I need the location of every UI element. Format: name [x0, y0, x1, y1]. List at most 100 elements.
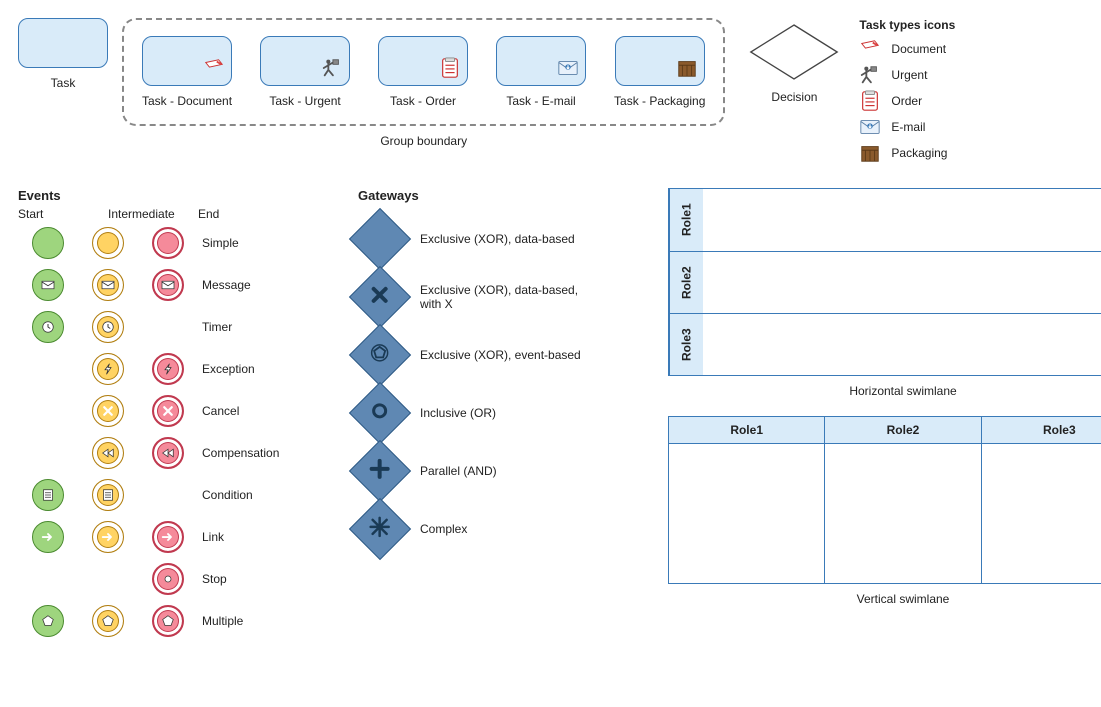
event-inter [78, 269, 138, 301]
task-label: Task - E-mail [506, 94, 575, 108]
legend-label: Document [891, 42, 946, 56]
hswim-row: Role3 [669, 313, 1101, 375]
event-inter [78, 395, 138, 427]
task-types-legend: Task types icons Document Urgent Order E-ma… [859, 18, 955, 168]
event-inter [78, 437, 138, 469]
hswim-lane [703, 314, 1101, 375]
task-shape [378, 36, 468, 86]
task-label: Task - Packaging [614, 94, 705, 108]
events-title: Events [18, 188, 318, 203]
vswim-role: Role1 [669, 417, 825, 443]
gateway-label: Parallel (AND) [420, 464, 497, 478]
vswim-lane [982, 444, 1101, 583]
task-label: Task - Document [142, 94, 232, 108]
swimlanes-section: Role1Role2Role3 Horizontal swimlane Role… [668, 188, 1101, 606]
event-inter [78, 521, 138, 553]
document-icon [203, 57, 225, 79]
gateway-row: Exclusive (XOR), event-based [358, 333, 648, 377]
hswim-role: Role3 [669, 314, 703, 375]
event-row-label: Simple [198, 236, 318, 250]
task-shape [18, 18, 108, 68]
event-start [18, 227, 78, 259]
event-row-label: Message [198, 278, 318, 292]
event-row-label: Multiple [198, 614, 318, 628]
event-start [18, 311, 78, 343]
event-end [138, 269, 198, 301]
gateway-row: Exclusive (XOR), data-based, with X [358, 275, 648, 319]
gateway-label: Exclusive (XOR), data-based [420, 232, 575, 246]
gateway-row: Inclusive (OR) [358, 391, 648, 435]
email-icon [557, 57, 579, 79]
vswim-lane [669, 444, 825, 583]
order-icon [439, 57, 461, 79]
gateway-label: Complex [420, 522, 467, 536]
gateways-title: Gateways [358, 188, 648, 203]
events-col-start: Start [18, 207, 78, 221]
event-inter [78, 227, 138, 259]
task-label: Task [51, 76, 76, 90]
task-shape [260, 36, 350, 86]
event-inter [78, 353, 138, 385]
task-urgent: Task - Urgent [260, 36, 350, 108]
gateway-diamond [349, 208, 411, 270]
gateway-diamond [349, 440, 411, 502]
event-inter [78, 605, 138, 637]
vertical-swimlane: Role1Role2Role3 [668, 416, 1101, 584]
event-row-label: Exception [198, 362, 318, 376]
gateway-diamond [349, 324, 411, 386]
gateway-diamond [349, 498, 411, 560]
vertical-swimlane-caption: Vertical swimlane [668, 592, 1101, 606]
event-start [18, 269, 78, 301]
vswim-lane [825, 444, 981, 583]
hswim-row: Role2 [669, 251, 1101, 313]
event-row-label: Compensation [198, 446, 318, 460]
task-email: Task - E-mail [496, 36, 586, 108]
gateway-row: Parallel (AND) [358, 449, 648, 493]
event-end [138, 353, 198, 385]
task-shape [496, 36, 586, 86]
event-row-label: Cancel [198, 404, 318, 418]
legend-row-packaging: Packaging [859, 142, 955, 164]
gateway-label: Exclusive (XOR), data-based, with X [420, 283, 600, 311]
events-columns: Start Intermediate End [18, 207, 318, 221]
lower-region: Events Start Intermediate End Simple Mess… [18, 188, 1083, 637]
legend-title: Task types icons [859, 18, 955, 32]
document-icon [859, 38, 881, 60]
hswim-role: Role2 [669, 252, 703, 313]
events-col-end: End [198, 207, 258, 221]
vswim-role: Role2 [825, 417, 981, 443]
top-row: Task Task - DocumentTask - UrgentTask - … [18, 18, 1083, 168]
legend-row-order: Order [859, 90, 955, 112]
legend-row-email: E-mail [859, 116, 955, 138]
legend-row-urgent: Urgent [859, 64, 955, 86]
vswim-role: Role3 [982, 417, 1101, 443]
email-icon [859, 116, 881, 138]
legend-label: Packaging [891, 146, 947, 160]
event-end [138, 605, 198, 637]
gateway-diamond [349, 382, 411, 444]
events-col-intermediate: Intermediate [108, 207, 168, 221]
hswim-lane [703, 189, 1101, 251]
legend-row-document: Document [859, 38, 955, 60]
horizontal-swimlane-caption: Horizontal swimlane [668, 384, 1101, 398]
task-order: Task - Order [378, 36, 468, 108]
task-document: Task - Document [142, 36, 232, 108]
task-packaging: Task - Packaging [614, 36, 705, 108]
event-row-label: Stop [198, 572, 318, 586]
event-end [138, 521, 198, 553]
event-end [138, 227, 198, 259]
hswim-role: Role1 [669, 189, 703, 251]
event-row-label: Condition [198, 488, 318, 502]
decision-block: Decision [749, 18, 839, 104]
gateway-label: Exclusive (XOR), event-based [420, 348, 581, 362]
legend-label: Order [891, 94, 922, 108]
gateway-row: Exclusive (XOR), data-based [358, 217, 648, 261]
event-end [138, 563, 198, 595]
group-label: Group boundary [380, 134, 467, 148]
horizontal-swimlane: Role1Role2Role3 [668, 188, 1101, 376]
group-box: Task - Document Task - Urgent Task - Order… [122, 18, 725, 126]
decision-label: Decision [771, 90, 817, 104]
task-label: Task - Urgent [269, 94, 340, 108]
urgent-icon [321, 57, 343, 79]
hswim-row: Role1 [669, 189, 1101, 251]
